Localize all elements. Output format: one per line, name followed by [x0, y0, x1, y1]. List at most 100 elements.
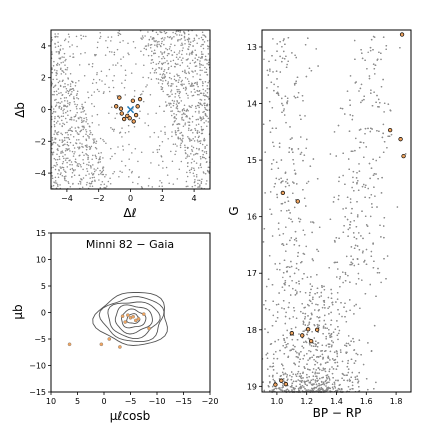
- cmd-field-star: [310, 312, 313, 315]
- cmd-field-star: [276, 196, 279, 199]
- cmd-field-star: [370, 167, 373, 169]
- sky-field-star: [77, 146, 79, 149]
- cmd-field-star: [296, 351, 298, 354]
- sky-field-star: [164, 37, 166, 39]
- sky-field-star: [86, 144, 88, 146]
- cmd-field-star: [348, 130, 351, 132]
- sky-field-star: [192, 40, 194, 42]
- sky-field-star: [103, 186, 105, 189]
- sky-field-star: [87, 135, 89, 137]
- sky-field-star: [183, 35, 186, 38]
- cmd-field-star: [278, 178, 280, 181]
- cmd-field-star: [346, 218, 349, 221]
- cmd-field-star: [353, 340, 355, 343]
- sky-field-star: [68, 103, 71, 106]
- cmd-field-star: [353, 362, 356, 364]
- sky-field-star: [61, 174, 64, 177]
- cmd-field-star: [380, 52, 382, 54]
- cmd-field-star: [289, 266, 291, 269]
- sky-field-star: [68, 94, 71, 97]
- sky-field-star: [181, 119, 183, 121]
- cmd-field-star: [358, 371, 360, 374]
- cmd-field-star: [291, 280, 293, 282]
- cmd-field-star: [272, 38, 274, 40]
- sky-field-star: [194, 57, 196, 59]
- sky-field-star: [181, 110, 184, 112]
- sky-field-star: [156, 45, 158, 47]
- sky-field-star: [54, 180, 57, 182]
- sky-field-star: [206, 74, 209, 76]
- sky-field-star: [165, 31, 168, 34]
- cmd-field-star: [317, 325, 319, 328]
- cmd-field-star: [355, 352, 357, 355]
- sky-field-star: [188, 124, 191, 127]
- sky-field-star: [150, 54, 153, 57]
- cmd-field-star: [340, 301, 342, 304]
- cmd-field-star: [364, 59, 366, 62]
- sky-field-star: [71, 126, 73, 128]
- cmd-field-star: [310, 221, 312, 223]
- sky-field-star: [79, 142, 81, 144]
- cmd-field-star: [293, 82, 296, 85]
- sky-field-star: [171, 93, 173, 96]
- sky-field-star: [89, 146, 92, 149]
- sky-field-star: [77, 183, 80, 185]
- sky-field-star: [63, 97, 66, 99]
- cmd-field-star: [386, 147, 388, 149]
- cmd-field-star: [277, 222, 280, 224]
- sky-field-star: [69, 186, 72, 188]
- sky-field-star: [124, 94, 127, 96]
- cmd-field-star: [289, 138, 292, 140]
- sky-field-star: [73, 89, 75, 92]
- cmd-field-star: [273, 89, 275, 92]
- cmd-field-star: [363, 183, 365, 186]
- sky-field-star: [88, 136, 90, 138]
- sky-field-star: [56, 78, 58, 80]
- sky-field-star: [51, 71, 54, 74]
- sky-field-star: [193, 154, 195, 156]
- cmd-field-star: [345, 342, 348, 345]
- sky-field-star: [82, 108, 84, 110]
- sky-field-star: [69, 141, 72, 144]
- sky-field-star: [188, 72, 190, 75]
- sky-field-star: [82, 135, 85, 138]
- sky-field-star: [100, 70, 103, 73]
- cmd-field-star: [275, 127, 277, 129]
- sky-field-star: [200, 187, 203, 189]
- sky-field-star: [61, 133, 64, 136]
- cmd-field-star: [314, 309, 316, 311]
- sky-field-star: [155, 68, 157, 70]
- sky-field-star: [161, 74, 164, 76]
- sky-field-star: [72, 136, 75, 138]
- sky-field-star: [198, 112, 200, 114]
- sky-field-star: [75, 82, 77, 84]
- sky-field-star: [70, 116, 72, 119]
- cmd-field-star: [337, 268, 339, 270]
- cmd-field-star: [370, 250, 373, 253]
- sky-field-star: [111, 128, 114, 130]
- cmd-field-star: [328, 266, 330, 269]
- sky-field-star: [64, 136, 66, 139]
- cmd-field-star: [286, 97, 289, 100]
- cmd-field-star: [349, 344, 351, 346]
- cmd-field-star: [331, 303, 334, 306]
- sky-field-star: [156, 41, 159, 43]
- cmd-field-star: [325, 388, 328, 390]
- cmd-field-star: [284, 282, 287, 284]
- cmd-field-star: [340, 388, 343, 390]
- sky-field-star: [71, 163, 73, 166]
- cmd-field-star: [318, 308, 320, 311]
- sky-field-star: [127, 124, 130, 127]
- sky-field-star: [57, 133, 59, 136]
- cmd-field-star: [292, 373, 294, 375]
- cmd-field-star: [272, 71, 274, 73]
- cmd-field-star: [335, 237, 338, 239]
- cmd-field-star: [276, 357, 279, 360]
- cmd-field-star: [312, 298, 314, 300]
- cmd-member-star: [300, 333, 305, 338]
- cmd-field-star: [341, 360, 344, 363]
- sky-field-star: [128, 53, 130, 56]
- sky-field-star: [51, 147, 53, 150]
- cmd-field-star: [293, 272, 296, 275]
- cmd-field-star: [268, 375, 271, 377]
